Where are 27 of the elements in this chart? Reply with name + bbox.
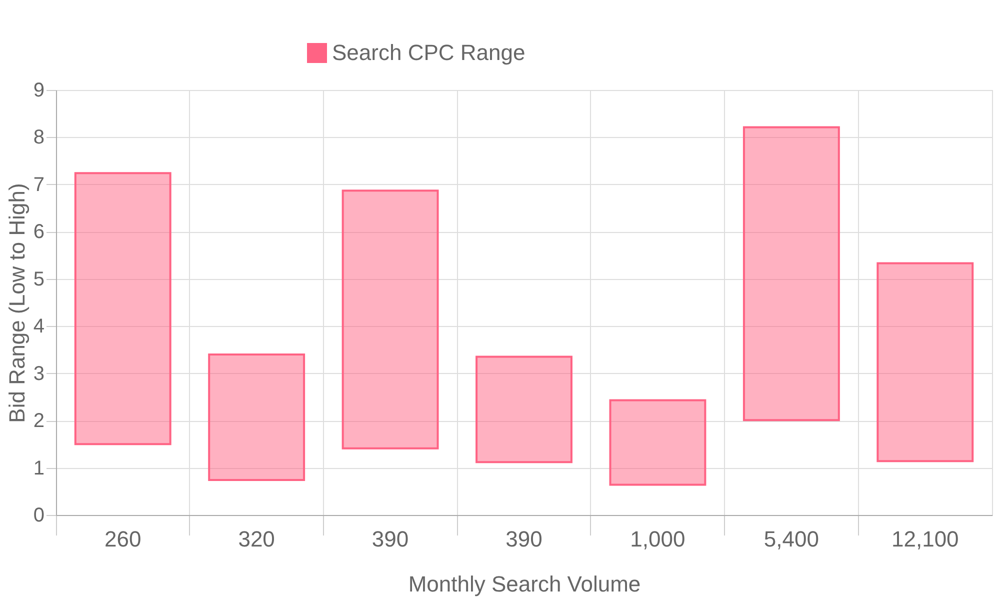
x-tick-label: 5,400 <box>764 526 819 552</box>
y-tick-label: 0 <box>33 504 44 526</box>
x-tick-label: 390 <box>372 526 409 552</box>
y-tick-label: 6 <box>33 221 44 244</box>
y-tick-label: 8 <box>33 126 44 149</box>
y-axis-title: Bid Range (Low to High) <box>4 183 30 423</box>
legend-label: Search CPC Range <box>332 40 526 65</box>
x-tick-label: 1,000 <box>630 526 686 552</box>
bar <box>609 399 706 486</box>
bar <box>742 126 840 422</box>
x-tick-label: 12,100 <box>891 526 959 552</box>
y-tick-label: 4 <box>33 316 44 338</box>
x-axis-title: Monthly Search Volume <box>408 572 641 596</box>
x-tick-label: 390 <box>506 526 542 552</box>
x-tick-label: 260 <box>104 526 142 552</box>
x-tick-label: 320 <box>238 526 275 552</box>
y-tick-label: 9 <box>33 80 44 102</box>
y-tick-label: 1 <box>33 457 44 480</box>
bar <box>476 356 572 464</box>
y-tick-label: 3 <box>33 362 44 385</box>
bar <box>208 353 306 482</box>
y-tick-label: 5 <box>33 268 44 290</box>
bar <box>342 190 439 450</box>
bar <box>74 172 172 446</box>
y-tick-label: 2 <box>33 410 44 432</box>
y-tick-label: 7 <box>33 174 44 196</box>
bar <box>876 262 974 462</box>
